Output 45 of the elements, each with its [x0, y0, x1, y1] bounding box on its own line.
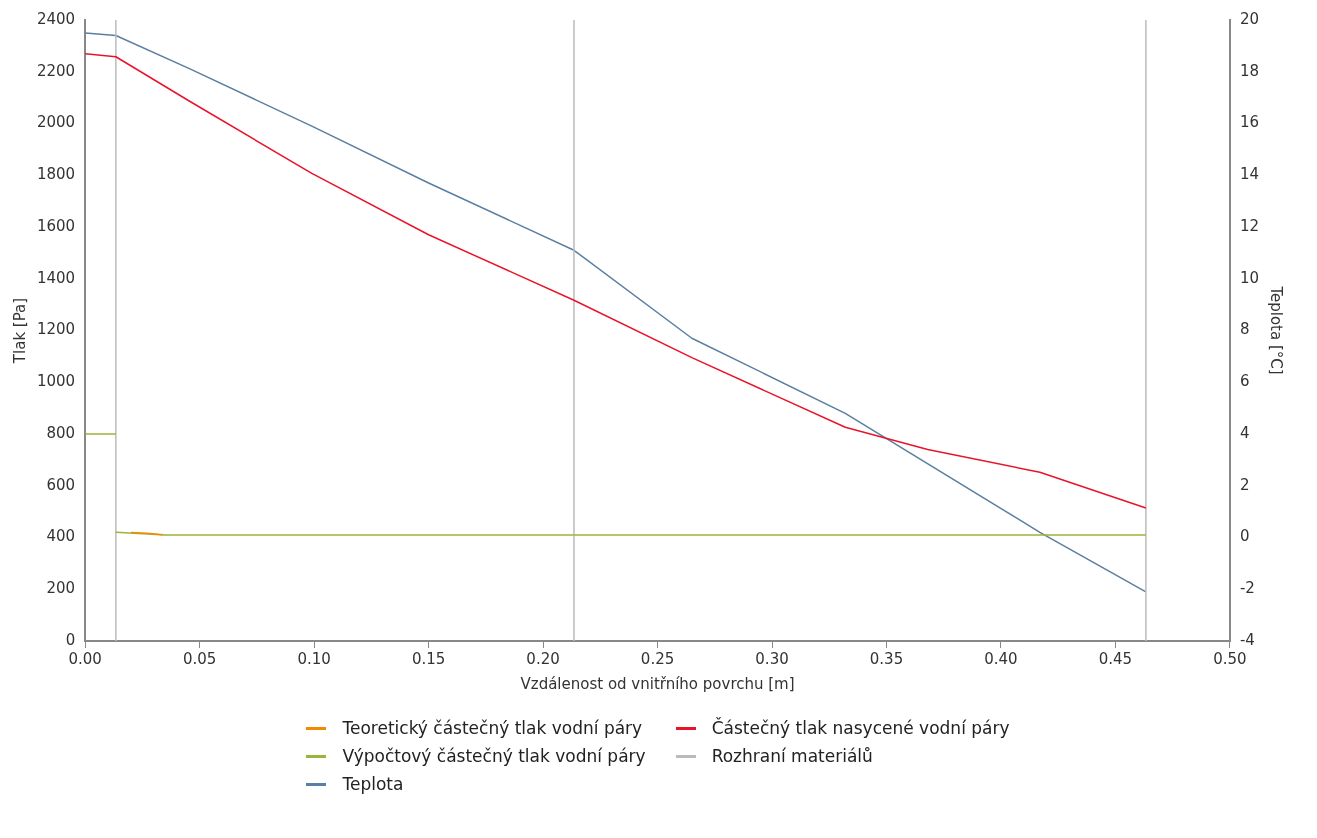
x-tick-label: 0.30: [755, 649, 789, 668]
y-tick-label: 600: [46, 475, 76, 494]
x-tick-label: 0.20: [526, 649, 560, 668]
legend-label: Teplota: [342, 774, 404, 794]
y-tick-label: 400: [46, 527, 76, 546]
y-tick-label: 1400: [36, 268, 76, 287]
y2-tick-label: 12: [1239, 216, 1260, 235]
x-tick-label: 0.40: [984, 649, 1018, 668]
y2-tick-label: 6: [1239, 372, 1250, 391]
x-tick-label: 0.50: [1213, 649, 1247, 668]
legend-label: Rozhraní materiálů: [711, 746, 873, 766]
y-tick-label: 2000: [36, 113, 76, 132]
y2-tick-label: 14: [1239, 165, 1260, 184]
y-tick-label: 200: [46, 579, 76, 598]
y2-tick-label: 10: [1239, 268, 1260, 287]
y-axis-title: Tlak [Pa]: [10, 297, 29, 365]
legend-label: Částečný tlak nasycené vodní páry: [711, 718, 1010, 738]
y2-tick-label: 2: [1239, 475, 1250, 494]
y2-tick-label: 20: [1239, 9, 1260, 28]
x-tick-label: 0.15: [411, 649, 446, 668]
y-tick-label: 1800: [36, 165, 76, 184]
y-tick-label: 0: [65, 630, 76, 649]
x-tick-label: 0.35: [869, 649, 904, 668]
y-tick-label: 1600: [36, 216, 76, 235]
x-axis-title: Vzdálenost od vnitřního povrchu [m]: [520, 674, 795, 693]
y2-tick-label: 0: [1239, 527, 1250, 546]
y2-axis-title: Teplota [°C]: [1267, 285, 1286, 375]
y2-tick-label: 8: [1239, 320, 1250, 339]
y2-tick-label: -4: [1239, 630, 1255, 649]
y-tick-label: 1200: [36, 320, 76, 339]
legend-label: Teoretický částečný tlak vodní páry: [342, 718, 643, 738]
x-tick-label: 0.25: [640, 649, 675, 668]
x-tick-label: 0.00: [68, 649, 102, 668]
legend-label: Výpočtový částečný tlak vodní páry: [342, 746, 646, 766]
y2-tick-label: 16: [1239, 113, 1260, 132]
y-tick-label: 2200: [36, 61, 76, 80]
y-tick-label: 800: [46, 423, 76, 442]
y-tick-label: 2400: [36, 9, 76, 28]
y2-tick-label: 18: [1239, 61, 1260, 80]
y2-tick-label: 4: [1239, 423, 1250, 442]
x-tick-label: 0.05: [182, 649, 217, 668]
y-tick-label: 1000: [36, 372, 76, 391]
x-tick-label: 0.45: [1098, 649, 1133, 668]
x-tick-label: 0.10: [297, 649, 331, 668]
y2-tick-label: -2: [1239, 579, 1255, 598]
